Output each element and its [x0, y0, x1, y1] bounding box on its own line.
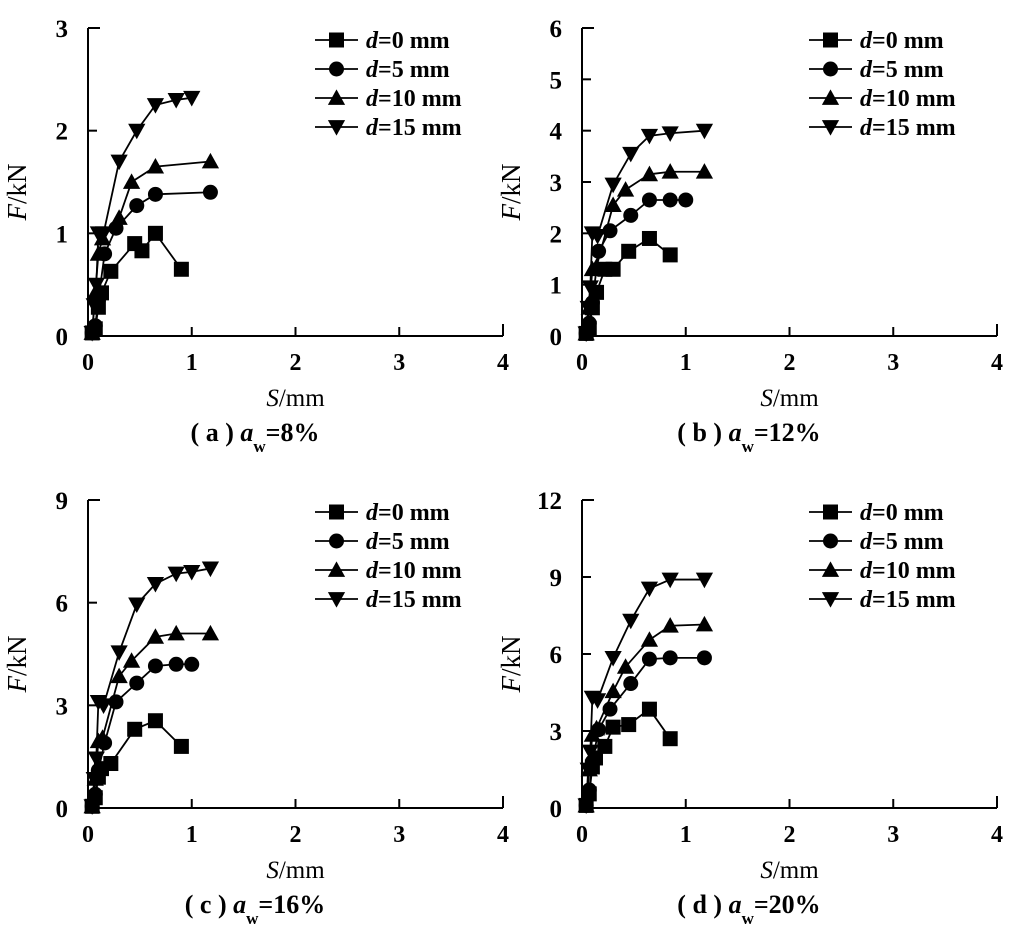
svg-text:0: 0	[576, 822, 588, 848]
svg-text:d=5 mm: d=5 mm	[860, 57, 944, 83]
svg-text:4: 4	[991, 822, 1003, 848]
svg-text:S/mm: S/mm	[266, 857, 325, 884]
svg-text:d=10 mm: d=10 mm	[366, 558, 462, 584]
svg-text:d=15 mm: d=15 mm	[860, 115, 956, 141]
svg-text:6: 6	[550, 642, 563, 669]
svg-text:3: 3	[550, 719, 563, 746]
svg-text:2: 2	[784, 350, 796, 376]
svg-text:d=0 mm: d=0 mm	[366, 28, 450, 54]
svg-text:0: 0	[56, 324, 69, 351]
svg-text:5: 5	[550, 67, 563, 94]
svg-text:4: 4	[550, 119, 563, 146]
svg-text:1: 1	[680, 822, 692, 848]
svg-text:2: 2	[290, 822, 302, 848]
svg-text:1: 1	[186, 350, 198, 376]
svg-text:1: 1	[550, 273, 563, 300]
svg-text:4: 4	[991, 350, 1003, 376]
svg-text:6: 6	[56, 591, 69, 618]
svg-text:2: 2	[550, 221, 563, 248]
svg-text:0: 0	[56, 796, 69, 823]
svg-text:6: 6	[550, 16, 563, 43]
svg-text:0: 0	[82, 350, 94, 376]
svg-text:d=0 mm: d=0 mm	[860, 28, 944, 54]
svg-text:S/mm: S/mm	[266, 385, 325, 412]
svg-text:F/kN: F/kN	[2, 164, 32, 222]
svg-text:d=15 mm: d=15 mm	[366, 587, 462, 613]
svg-text:2: 2	[784, 822, 796, 848]
svg-text:2: 2	[56, 119, 69, 146]
svg-text:d=15 mm: d=15 mm	[860, 587, 956, 613]
svg-text:S/mm: S/mm	[760, 857, 819, 884]
svg-text:0: 0	[576, 350, 588, 376]
svg-text:0: 0	[550, 796, 563, 823]
svg-text:F/kN: F/kN	[496, 164, 526, 222]
svg-text:3: 3	[393, 350, 405, 376]
svg-text:0: 0	[550, 324, 563, 351]
svg-text:9: 9	[56, 488, 69, 515]
svg-text:d=0 mm: d=0 mm	[366, 500, 450, 526]
svg-text:3: 3	[56, 16, 69, 43]
svg-text:d=5 mm: d=5 mm	[366, 529, 450, 555]
svg-text:2: 2	[290, 350, 302, 376]
svg-text:d=10 mm: d=10 mm	[860, 86, 956, 112]
svg-text:3: 3	[56, 693, 69, 720]
svg-text:F/kN: F/kN	[2, 636, 32, 694]
svg-text:d=15 mm: d=15 mm	[366, 115, 462, 141]
svg-text:1: 1	[56, 221, 69, 248]
svg-text:d=10 mm: d=10 mm	[860, 558, 956, 584]
svg-text:3: 3	[550, 170, 563, 197]
svg-text:1: 1	[680, 350, 692, 376]
svg-text:3: 3	[393, 822, 405, 848]
svg-text:0: 0	[82, 822, 94, 848]
svg-text:12: 12	[537, 488, 562, 515]
svg-text:d=10 mm: d=10 mm	[366, 86, 462, 112]
svg-text:3: 3	[887, 822, 899, 848]
svg-text:3: 3	[887, 350, 899, 376]
svg-text:d=5 mm: d=5 mm	[860, 529, 944, 555]
svg-text:d=0 mm: d=0 mm	[860, 500, 944, 526]
svg-text:d=5 mm: d=5 mm	[366, 57, 450, 83]
svg-text:1: 1	[186, 822, 198, 848]
svg-text:9: 9	[550, 565, 563, 592]
svg-text:S/mm: S/mm	[760, 385, 819, 412]
svg-text:F/kN: F/kN	[496, 636, 526, 694]
